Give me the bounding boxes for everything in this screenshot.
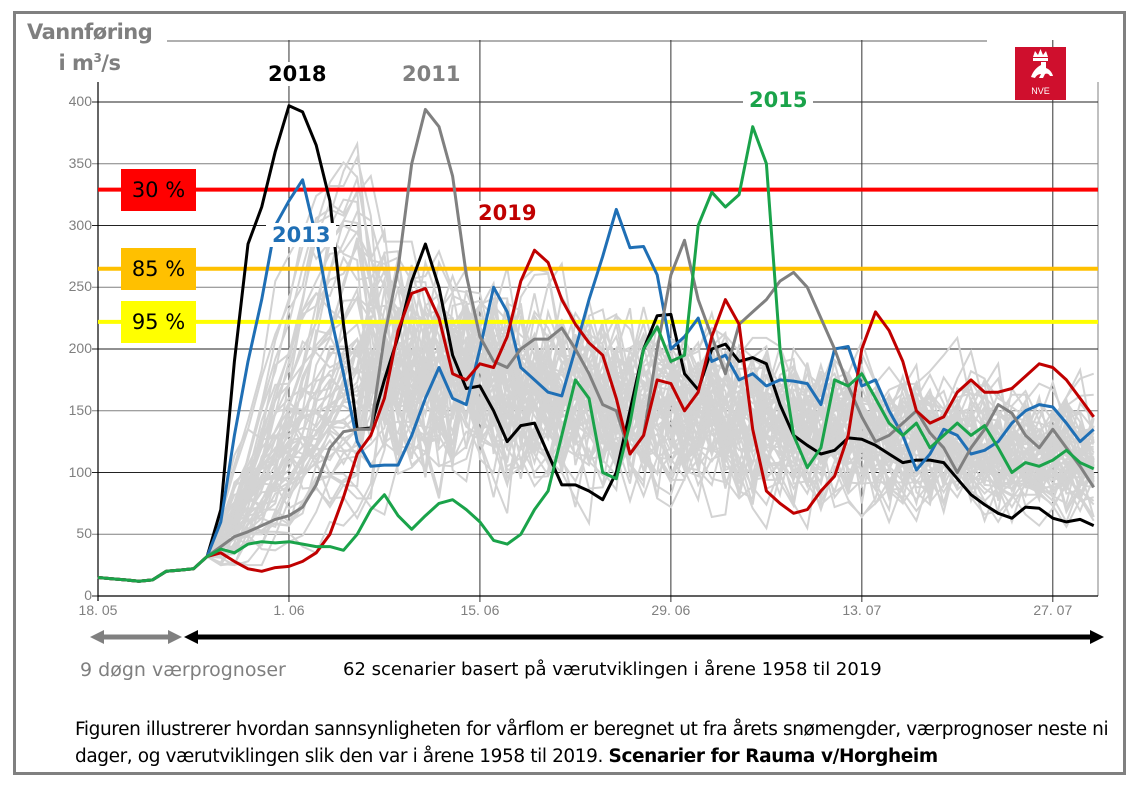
y-tick-label: 400 — [68, 93, 92, 109]
top-rule — [167, 40, 987, 42]
scenario-line — [97, 267, 1095, 583]
x-tick-label: 1. 06 — [273, 602, 305, 618]
caption-text: Figuren illustrerer hvordan sannsynlighe… — [75, 719, 1109, 767]
series-line-2019 — [97, 248, 1095, 583]
forecast-arrow-left-head — [90, 630, 104, 644]
scenario-arrow-left-head — [184, 630, 198, 644]
scenario-line — [97, 303, 1095, 583]
x-tick-label: 15. 06 — [460, 602, 500, 618]
series-line-2013 — [97, 178, 1095, 583]
y-tick-label: 200 — [68, 340, 92, 356]
scenario-line — [97, 309, 1095, 583]
y-axis-unit-prefix: i m — [58, 51, 94, 75]
y-axis-label-line1: Vannføring — [27, 20, 153, 44]
scenario-line — [97, 307, 1094, 583]
logo-text: NVE — [1031, 86, 1050, 96]
y-tick-label: 150 — [68, 401, 92, 418]
figure-caption: Figuren illustrerer hvordan sannsynlighe… — [75, 716, 1123, 770]
x-tick-label: 13. 07 — [842, 602, 882, 618]
series-label-2019: 2019 — [472, 201, 543, 225]
y-tick-label: 350 — [68, 154, 92, 171]
y-tick-label: 50 — [76, 525, 92, 542]
y-axis-unit-sup: 3 — [93, 51, 102, 65]
series-label-2011: 2011 — [396, 62, 467, 86]
y-tick-label: 250 — [68, 278, 92, 295]
nve-logo: NVE — [1015, 47, 1066, 100]
y-tick-label: 100 — [68, 463, 92, 480]
threshold-label: 95 % — [121, 300, 196, 343]
series-line-2015 — [97, 125, 1095, 583]
y-tick-label: 300 — [68, 216, 92, 233]
threshold-label: 30 % — [121, 168, 196, 211]
scenario-period-label: 62 scenarier basert på værutviklingen i … — [343, 659, 882, 680]
y-tick-label: 0 — [84, 587, 92, 603]
crown-lion-icon — [1031, 49, 1053, 78]
x-tick-label: 27. 07 — [1033, 602, 1073, 618]
forecast-period-label: 9 døgn værprognoser — [80, 659, 286, 681]
threshold-label: 85 % — [121, 247, 196, 290]
x-tick-label: 29. 06 — [651, 602, 691, 618]
scenario-arrow-right-head — [1090, 630, 1104, 644]
series-line-2018 — [97, 104, 1095, 583]
series-label-2018: 2018 — [262, 62, 333, 86]
scenario-line — [97, 303, 1095, 583]
y-axis-unit-suffix: /s — [101, 51, 121, 75]
x-tick-label: 18. 05 — [78, 602, 118, 618]
series-label-2015: 2015 — [743, 88, 814, 112]
figure-frame — [13, 11, 1126, 775]
y-axis-label: Vannføring i m3/s — [27, 19, 153, 76]
series-line-2011 — [97, 107, 1095, 583]
series-label-2013: 2013 — [266, 223, 337, 247]
y-axis-label-line2: i m3/s — [27, 45, 152, 76]
forecast-arrow-right-head — [168, 630, 182, 644]
caption-bold-text: Scenarier for Rauma v/Horgheim — [608, 746, 939, 767]
